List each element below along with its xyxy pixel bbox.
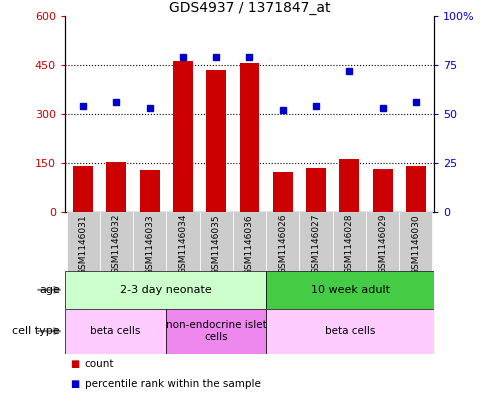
Bar xyxy=(240,63,259,212)
Bar xyxy=(266,212,299,271)
Bar xyxy=(66,212,100,271)
Bar xyxy=(173,61,193,212)
Bar xyxy=(106,162,126,212)
Text: GSM1146035: GSM1146035 xyxy=(212,214,221,275)
Text: 10 week adult: 10 week adult xyxy=(311,285,390,295)
Text: non-endocrine islet
cells: non-endocrine islet cells xyxy=(166,320,266,342)
Text: 2-3 day neonate: 2-3 day neonate xyxy=(120,285,212,295)
Text: cell type: cell type xyxy=(12,326,60,336)
Bar xyxy=(100,212,133,271)
Bar xyxy=(140,170,160,212)
Text: beta cells: beta cells xyxy=(90,326,140,336)
Text: GSM1146026: GSM1146026 xyxy=(278,214,287,274)
Text: beta cells: beta cells xyxy=(325,326,375,336)
Bar xyxy=(406,166,426,212)
Bar xyxy=(233,212,266,271)
Text: percentile rank within the sample: percentile rank within the sample xyxy=(85,379,260,389)
Bar xyxy=(299,212,333,271)
Text: GSM1146027: GSM1146027 xyxy=(311,214,320,274)
Bar xyxy=(399,212,433,271)
Bar xyxy=(373,169,393,212)
Bar xyxy=(266,309,434,354)
Bar xyxy=(73,166,93,212)
Bar xyxy=(166,212,200,271)
Title: GDS4937 / 1371847_at: GDS4937 / 1371847_at xyxy=(169,1,330,15)
Bar xyxy=(306,168,326,212)
Text: GSM1146034: GSM1146034 xyxy=(179,214,188,274)
Text: GSM1146029: GSM1146029 xyxy=(378,214,387,274)
Text: age: age xyxy=(39,285,60,295)
Text: ■: ■ xyxy=(70,358,79,369)
Text: GSM1146033: GSM1146033 xyxy=(145,214,154,275)
Text: count: count xyxy=(85,358,114,369)
Bar xyxy=(65,309,166,354)
Bar xyxy=(65,271,266,309)
Text: GSM1146030: GSM1146030 xyxy=(411,214,420,275)
Bar xyxy=(333,212,366,271)
Bar xyxy=(273,172,293,212)
Bar xyxy=(133,212,166,271)
Bar xyxy=(266,271,434,309)
Bar xyxy=(206,70,226,212)
Text: GSM1146028: GSM1146028 xyxy=(345,214,354,274)
Bar xyxy=(339,159,359,212)
Text: GSM1146031: GSM1146031 xyxy=(79,214,88,275)
Text: ■: ■ xyxy=(70,379,79,389)
Text: GSM1146036: GSM1146036 xyxy=(245,214,254,275)
Text: GSM1146032: GSM1146032 xyxy=(112,214,121,274)
Bar xyxy=(366,212,399,271)
Bar xyxy=(166,309,266,354)
Bar xyxy=(200,212,233,271)
